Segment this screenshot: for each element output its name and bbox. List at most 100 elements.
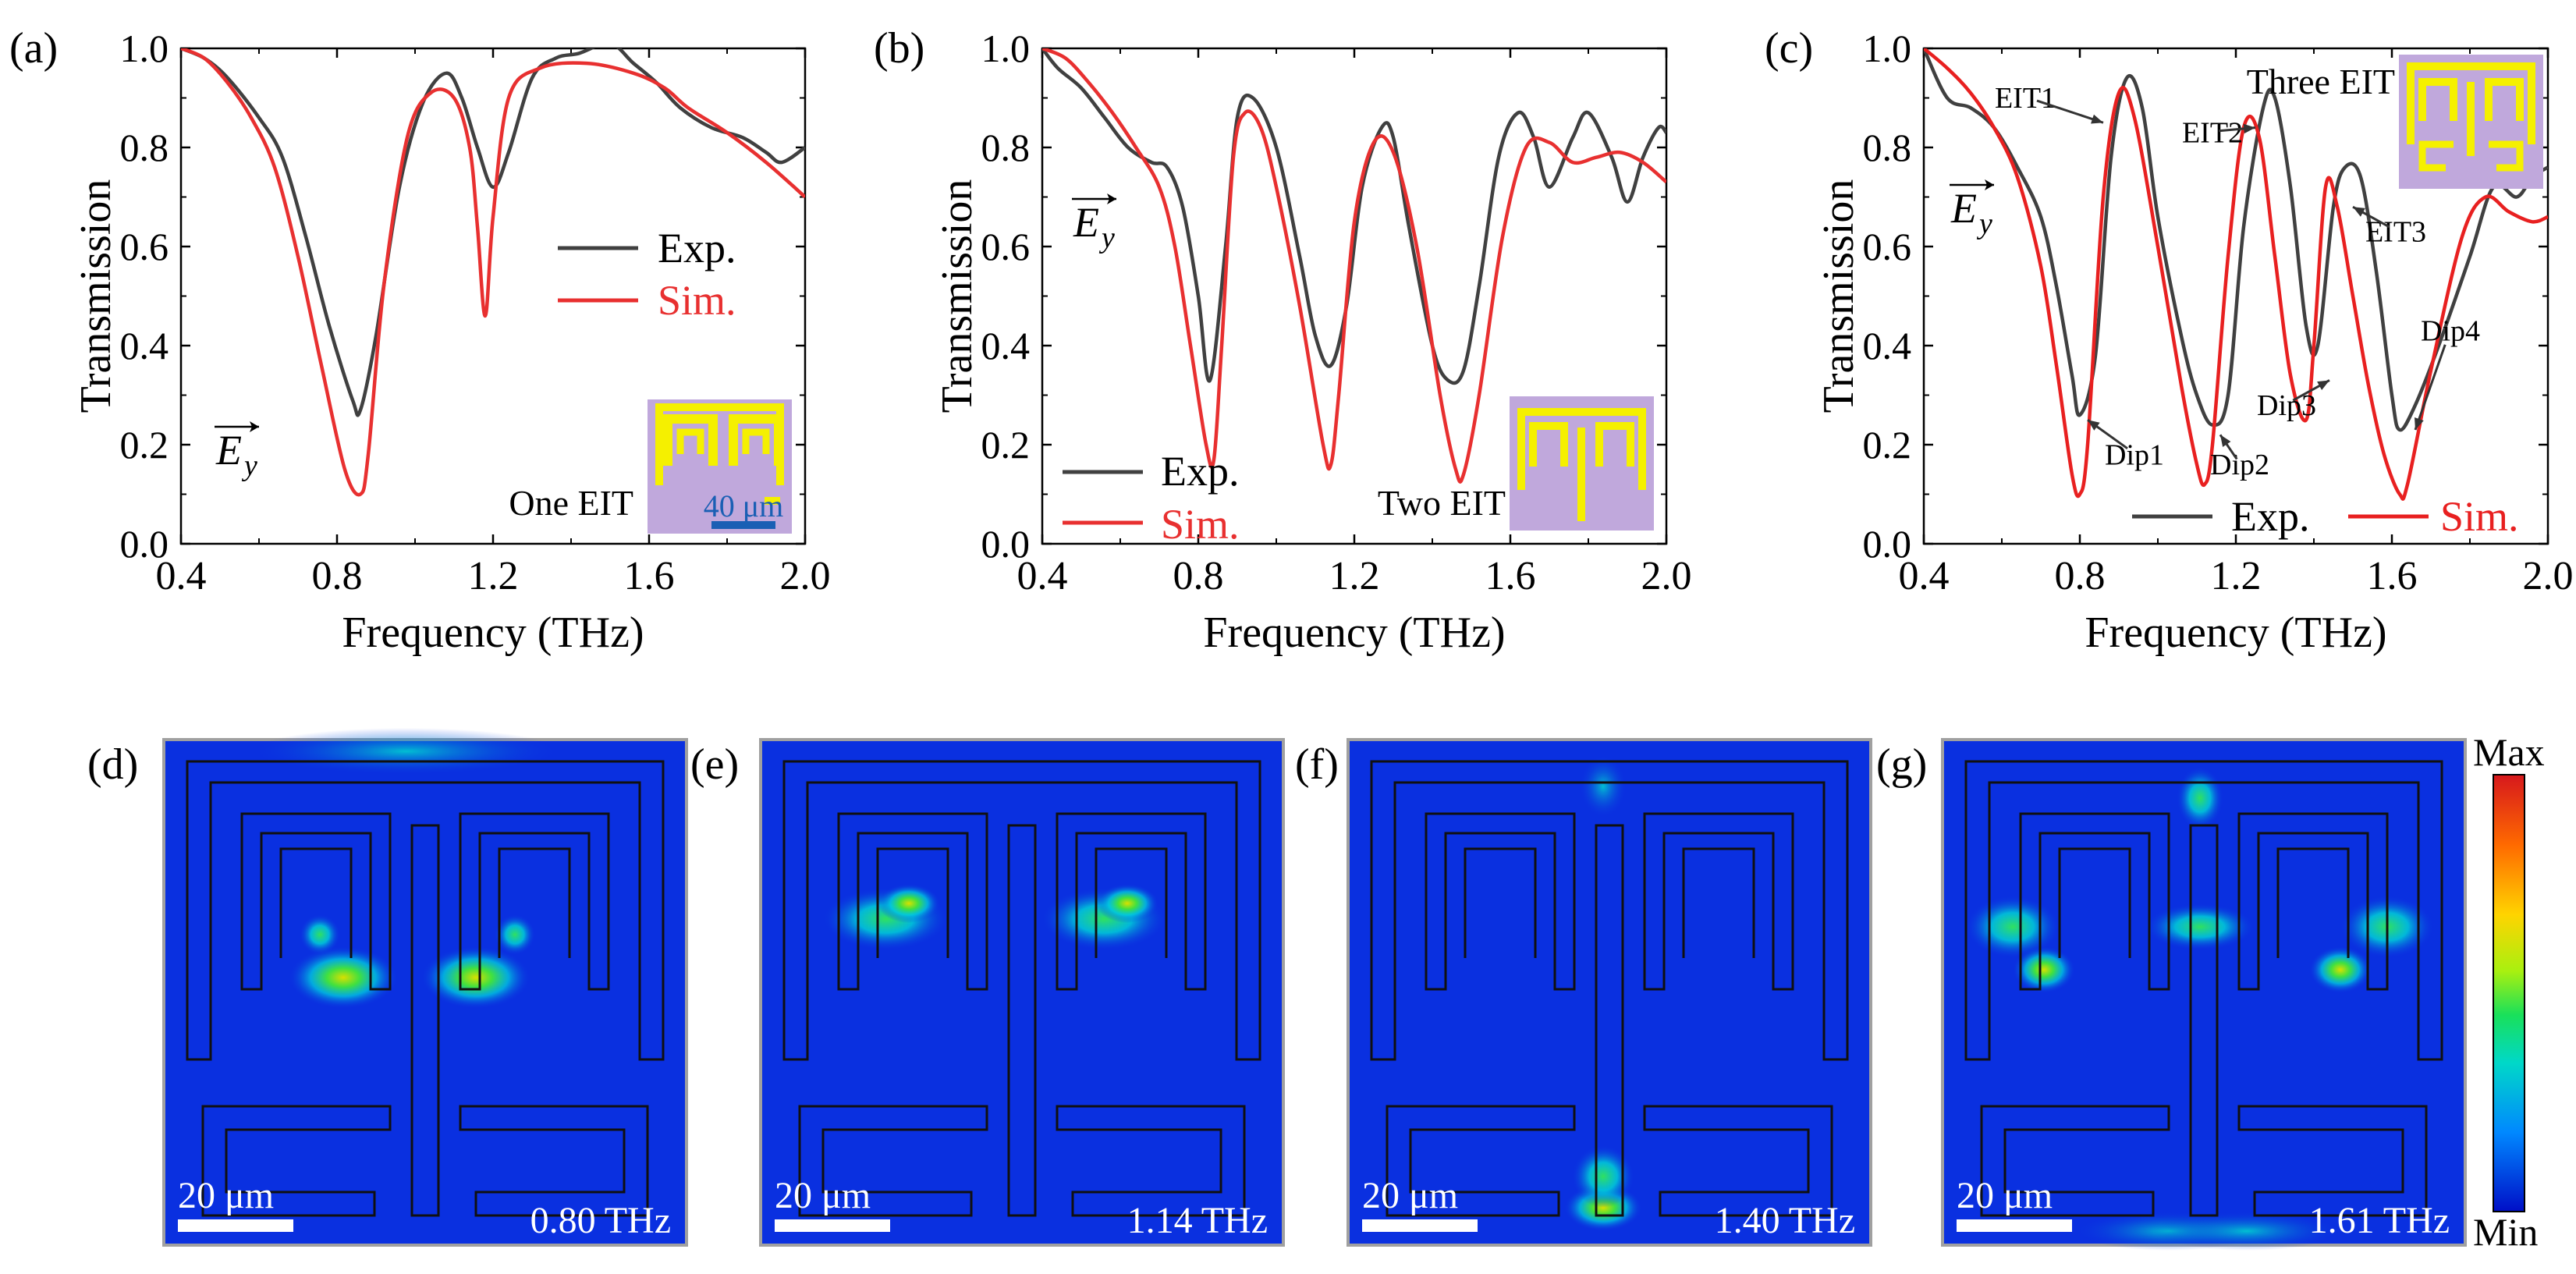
field-label-e: E	[215, 427, 242, 474]
field-map-scale-bar	[178, 1219, 293, 1232]
resonator-srr-right-outer	[1643, 812, 1794, 991]
resonator-srr-right-inner	[1095, 847, 1168, 958]
legend-label-exp: Exp.	[2231, 493, 2310, 540]
series-line-sim	[1042, 48, 1666, 484]
colorbar	[2493, 774, 2525, 1212]
field-map-frequency-label: 1.40 THz	[1715, 1200, 1855, 1241]
field-hotspot	[495, 914, 535, 955]
field-map-3: 20 μm 1.61 THz	[1941, 738, 2467, 1251]
resonator-srr-left-inner	[876, 847, 949, 958]
resonator-hook-left	[798, 1105, 988, 1217]
field-hotspot	[2145, 903, 2255, 950]
y-tick-label: 0.0	[1863, 522, 1912, 566]
panel-label-f: (f)	[1295, 740, 1339, 789]
x-tick-label: 2.0	[2523, 554, 2574, 598]
resonance-arrow	[2036, 99, 2104, 124]
y-tick-label: 0.0	[981, 522, 1031, 566]
resonator-srr-left-inner	[2058, 847, 2131, 958]
chart-0: 0.4 0.8 1.2 1.6 2.0 0.0 0.2 0.4 0.6 0.8 1.0 Frequen…	[72, 27, 831, 657]
resonator-srr-right-inner	[1682, 847, 1755, 958]
field-map-scale-label: 20 μm	[1362, 1175, 1458, 1216]
field-arrow-head	[1107, 193, 1116, 204]
y-tick-label: 1.0	[120, 27, 169, 70]
resonator-srr-right-inner	[498, 847, 571, 958]
y-axis-label: Transmission	[933, 179, 981, 413]
inset-srr-right	[1595, 422, 1634, 467]
panel-label-e: (e)	[690, 740, 740, 789]
resonator-hook-left	[1980, 1105, 2170, 1217]
resonance-label-dip2: Dip2	[2210, 449, 2269, 481]
x-tick-label: 1.6	[624, 554, 675, 598]
y-tick-label: 0.8	[1863, 126, 1912, 169]
inset-srr-left	[2418, 78, 2457, 121]
field-map-0: 20 μm 0.80 THz	[162, 728, 688, 1247]
chart-2: 0.4 0.8 1.2 1.6 2.0 0.0 0.2 0.4 0.6 0.8 1.0 Frequen…	[1815, 27, 2574, 657]
panel-label-g: (g)	[1876, 740, 1928, 789]
colorbar-min-label: Min	[2473, 1210, 2539, 1254]
y-tick-label: 0.4	[981, 324, 1031, 367]
resonance-arrow-head	[2088, 420, 2100, 431]
resonator-srr-left-outer	[2019, 812, 2170, 991]
y-tick-label: 1.0	[1863, 27, 1912, 70]
inset-hook-right	[2489, 140, 2524, 172]
field-arrow-head	[250, 421, 259, 432]
field-map-frequency-label: 1.14 THz	[1127, 1200, 1268, 1241]
y-tick-label: 0.6	[981, 225, 1031, 268]
field-map-scale-label: 20 μm	[1957, 1175, 2053, 1216]
charts-layer: 0.4 0.8 1.2 1.6 2.0 0.0 0.2 0.4 0.6 0.8 1.0 Frequen…	[72, 27, 2574, 657]
colorbar-max-label: Max	[2473, 730, 2545, 774]
field-hotspot	[2309, 946, 2372, 993]
y-tick-label: 0.6	[120, 225, 169, 268]
resonator-hook-left	[201, 1105, 392, 1217]
inset-srr-outer	[663, 414, 718, 466]
field-hotspot	[2153, 1212, 2340, 1251]
series-line-sim	[181, 48, 805, 497]
resonance-arrow-head	[2220, 435, 2231, 447]
x-axis-label: Frequency (THz)	[2085, 609, 2386, 657]
field-hotspot	[878, 884, 940, 923]
field-map-2: 20 μm 1.40 THz	[1347, 738, 1872, 1247]
inset-srr-inner	[742, 428, 770, 454]
x-tick-label: 1.6	[2367, 554, 2418, 598]
field-hotspot	[1572, 1145, 1634, 1208]
resonance-arrow-head	[2243, 123, 2255, 134]
inset-scale-bar	[711, 521, 775, 529]
x-tick-label: 0.4	[156, 554, 207, 598]
legend-label-exp: Exp.	[658, 225, 736, 271]
field-map-background	[759, 738, 1285, 1247]
resonator-hook-left	[1386, 1105, 1576, 1217]
x-tick-label: 0.8	[312, 554, 363, 598]
resonator-srr-right-inner	[2276, 847, 2350, 958]
field-hotspot	[300, 914, 340, 955]
resonator-outer-ring	[1964, 760, 2443, 1061]
legend-label-exp: Exp.	[1161, 448, 1240, 495]
inset-ring	[1517, 408, 1646, 490]
panel-label-b: (b)	[874, 24, 925, 73]
legend-label-sim: Sim.	[2440, 493, 2519, 540]
field-map-scale-bar	[1957, 1219, 2072, 1232]
resonator-outer-ring	[782, 760, 1261, 1061]
resonance-arrow-head	[2091, 114, 2103, 124]
annotation-one-eit: One EIT	[509, 483, 633, 523]
x-axis-label: Frequency (THz)	[1203, 609, 1505, 657]
resonator-hook-right	[1056, 1105, 1246, 1217]
inset-srr-left	[1529, 422, 1568, 467]
series-line-exp	[1924, 48, 2548, 432]
resonance-arrow-head	[2317, 380, 2329, 391]
field-label-subscript: y	[1976, 208, 1992, 240]
x-tick-label: 0.8	[1173, 554, 1224, 598]
field-map-1: 20 μm 1.14 THz	[759, 738, 1285, 1247]
legend-label-sim: Sim.	[1161, 501, 1240, 548]
resonator-center-rod	[410, 824, 440, 1217]
resonator-center-rod	[1595, 824, 1624, 1217]
y-axis-label: Transmission	[1815, 179, 1863, 413]
resonance-label-eit1: EIT1	[1995, 82, 2056, 115]
x-axis-label: Frequency (THz)	[342, 609, 644, 657]
y-tick-label: 0.4	[1863, 324, 1912, 367]
field-hotspot	[250, 728, 562, 775]
field-hotspot	[1096, 884, 1158, 923]
field-hotspot	[289, 946, 398, 1009]
y-axis-label: Transmission	[72, 179, 120, 413]
